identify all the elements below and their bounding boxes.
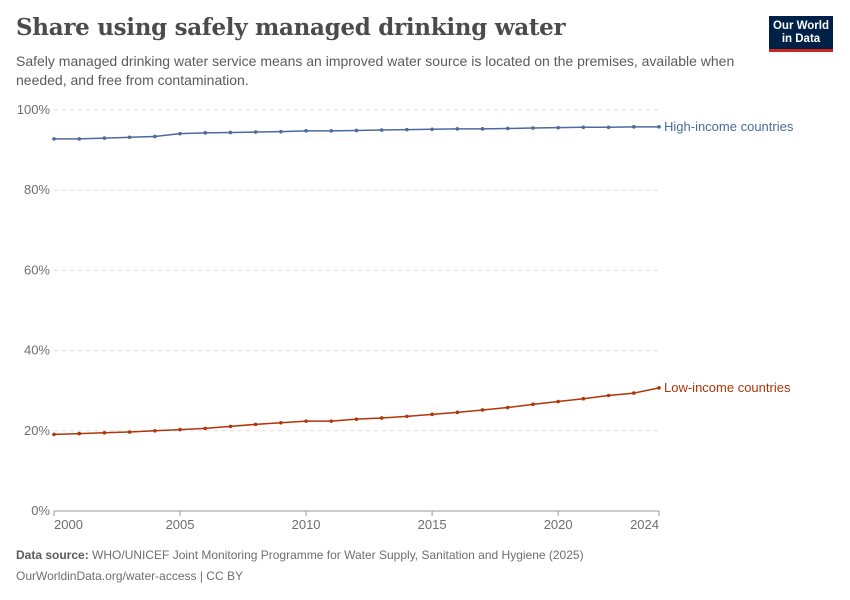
- data-point: [581, 396, 586, 401]
- source-url[interactable]: OurWorldinData.org/water-access | CC BY: [16, 569, 243, 583]
- y-tick-label: 80%: [24, 182, 50, 197]
- owid-logo[interactable]: Our World in Data: [769, 16, 833, 52]
- data-point: [531, 402, 535, 407]
- data-point: [253, 130, 258, 134]
- data-point: [354, 128, 359, 133]
- data-point: [455, 410, 460, 415]
- data-point: [102, 136, 107, 140]
- data-point: [631, 391, 636, 395]
- data-point: [505, 126, 510, 131]
- data-point: [153, 134, 157, 139]
- x-tick-label: 2000: [54, 517, 83, 532]
- data-point: [631, 125, 636, 129]
- x-tick-label: 2010: [292, 517, 321, 532]
- data-point: [77, 431, 82, 436]
- data-point: [253, 422, 258, 427]
- data-point: [657, 125, 661, 129]
- data-point: [606, 125, 611, 130]
- data-point: [405, 127, 409, 132]
- data-point: [77, 137, 82, 141]
- data-point: [304, 419, 308, 423]
- data-point: [203, 131, 208, 135]
- chart-subtitle: Safely managed drinking water service me…: [16, 53, 735, 88]
- data-point: [228, 424, 233, 429]
- data-point: [304, 129, 308, 133]
- data-point: [379, 416, 384, 420]
- data-point: [354, 417, 359, 421]
- data-point: [556, 399, 560, 404]
- y-tick-label: 0%: [31, 503, 50, 518]
- data-point: [127, 430, 132, 434]
- data-point: [531, 126, 535, 130]
- data-point: [505, 405, 510, 410]
- x-tick-label: 2024: [630, 517, 659, 532]
- data-point: [379, 128, 384, 132]
- series-line: [53, 387, 660, 436]
- data-point: [405, 414, 409, 419]
- series-label: High-income countries: [664, 119, 794, 134]
- data-point: [153, 429, 157, 433]
- data-point: [228, 130, 233, 135]
- data-source: Data source: WHO/UNICEF Joint Monitoring…: [16, 548, 584, 562]
- data-point: [178, 131, 182, 136]
- x-tick-label: 2005: [166, 517, 195, 532]
- series-line: [54, 126, 659, 140]
- data-point: [329, 419, 334, 423]
- data-point: [127, 135, 132, 140]
- data-point: [430, 412, 434, 417]
- data-point: [203, 426, 208, 431]
- data-point: [657, 386, 661, 390]
- data-point: [430, 127, 434, 132]
- y-tick-label: 60%: [24, 262, 50, 277]
- chart-title: Share using safely managed drinking wate…: [16, 14, 566, 41]
- data-point: [279, 129, 283, 134]
- data-point: [455, 127, 460, 131]
- data-point: [606, 393, 611, 398]
- data-point: [52, 137, 56, 141]
- data-point: [279, 420, 283, 425]
- data-point: [581, 125, 586, 130]
- data-point: [178, 427, 182, 432]
- data-point: [480, 408, 485, 412]
- y-tick-label: 20%: [24, 423, 50, 438]
- series-label: Low-income countries: [664, 380, 791, 395]
- x-tick-label: 2015: [418, 517, 447, 532]
- y-tick-label: 100%: [17, 102, 51, 117]
- x-tick-label: 2020: [544, 517, 573, 532]
- y-tick-label: 40%: [24, 343, 50, 358]
- data-point: [102, 431, 107, 435]
- data-point: [556, 125, 560, 130]
- data-point: [329, 129, 334, 133]
- data-point: [480, 127, 485, 131]
- data-point: [52, 432, 56, 437]
